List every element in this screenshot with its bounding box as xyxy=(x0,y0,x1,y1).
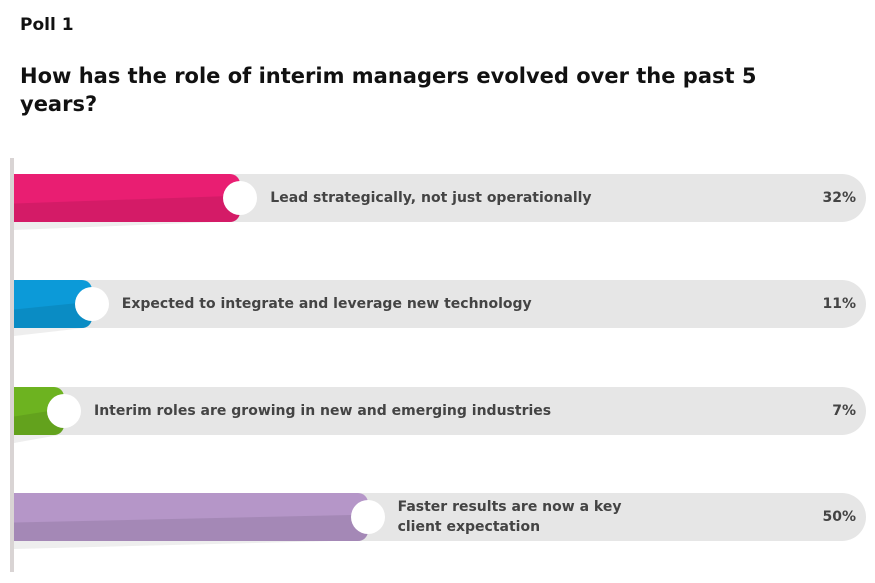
poll-option: Interim roles are growing in new and eme… xyxy=(14,387,866,443)
option-label: Lead strategically, not just operational… xyxy=(270,190,592,206)
bar-shadow xyxy=(14,222,218,230)
bar-knob xyxy=(223,181,258,215)
question-title: How has the role of interim managers evo… xyxy=(20,64,757,116)
bar-shadow xyxy=(14,435,59,443)
bar-track xyxy=(14,280,866,328)
poll-option: Lead strategically, not just operational… xyxy=(14,174,866,230)
option-label: Interim roles are growing in new and eme… xyxy=(94,403,552,419)
poll-option: Faster results are now a key client expe… xyxy=(14,493,866,549)
bar-fill xyxy=(14,174,241,222)
bar-shadow xyxy=(14,328,84,336)
option-percent: 50% xyxy=(822,509,856,525)
bar-track xyxy=(14,387,866,435)
poll-option: Expected to integrate and leverage new t… xyxy=(14,280,866,336)
bar-knob xyxy=(350,500,385,534)
axis-line xyxy=(10,158,14,572)
option-percent: 7% xyxy=(832,403,856,419)
bar-shadow xyxy=(14,541,333,549)
bar-fill xyxy=(14,493,368,541)
bar-knob xyxy=(47,394,81,428)
bar-knob xyxy=(74,287,109,321)
option-percent: 11% xyxy=(822,296,856,312)
option-label: Faster results are now a key client expe… xyxy=(397,499,622,535)
option-label: Expected to integrate and leverage new t… xyxy=(121,296,532,312)
option-percent: 32% xyxy=(822,190,856,206)
poll-label: Poll 1 xyxy=(20,15,74,35)
